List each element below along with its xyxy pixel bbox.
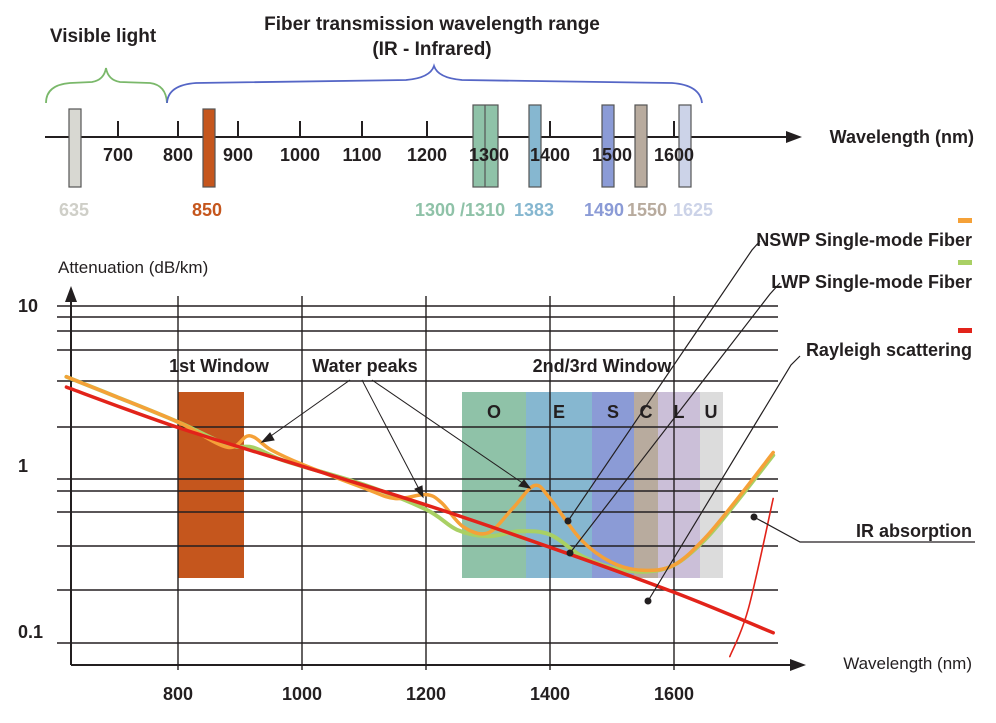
marker-1625-box: [678, 104, 692, 188]
y-tick-label: 0.1: [18, 622, 43, 642]
x-tick-labels: 800 1000 1200 1400 1600: [163, 684, 694, 704]
fiber-range-label: Fiber transmission wavelength range: [264, 14, 600, 35]
marker-label-1550: 1550: [627, 200, 667, 220]
spectrum-axis-arrow: [786, 131, 802, 143]
legend-label-rayleigh: Rayleigh scattering: [806, 340, 972, 360]
visible-light-label: Visible light: [50, 26, 157, 47]
marker-labels: 635 850 1300 /1310 1383 1490 1550 1625: [59, 200, 713, 220]
marker-1490-box: [601, 104, 615, 188]
spectrum-tick-labels: 700 800 900 1000 1100 1200 1300 1400 150…: [103, 145, 694, 165]
x-tick-label: 1000: [282, 684, 322, 704]
legend-swatch-nswp: [958, 218, 972, 223]
x-tick-label: 1400: [530, 684, 570, 704]
band-u-region: [700, 392, 723, 578]
legend-label-nswp: NSWP Single-mode Fiber: [756, 230, 972, 250]
band-label-u: U: [705, 402, 718, 422]
spectrum-tick-label: 1000: [280, 145, 320, 165]
y-tick-labels: 10 1 0.1: [18, 296, 43, 642]
band-c-region: [634, 392, 658, 578]
legend-leader-dots: [564, 513, 758, 605]
band-label-s: S: [607, 402, 619, 422]
spectrum-strip: Visible light Fiber transmission wavelen…: [45, 14, 974, 220]
x-tick-label: 800: [163, 684, 193, 704]
x-axis-title: Wavelength (nm): [843, 654, 972, 673]
visible-light-brace: [45, 67, 168, 104]
spectrum-tick-label: 800: [163, 145, 193, 165]
spectrum-tick-label: 1400: [530, 145, 570, 165]
spectrum-tick-label: 1200: [407, 145, 447, 165]
first-window-label: 1st Window: [169, 356, 270, 376]
y-axis-arrow: [65, 286, 77, 302]
marker-635-box: [68, 108, 82, 188]
marker-label-1490: 1490: [584, 200, 624, 220]
x-tick-label: 1600: [654, 684, 694, 704]
y-tick-label: 10: [18, 296, 38, 316]
x-axis-arrow: [790, 659, 806, 671]
marker-label-635: 635: [59, 200, 89, 220]
band-s-region: [592, 392, 634, 578]
series-layer: [64, 374, 776, 658]
marker-label-1300-1310: 1300 /1310: [415, 200, 505, 220]
second-third-window-label: 2nd/3rd Window: [533, 356, 673, 376]
legend: NSWP Single-mode Fiber LWP Single-mode F…: [756, 218, 972, 541]
water-peak-arrows: [260, 379, 532, 499]
nswp-fiber-curve: [64, 375, 775, 573]
band-l-region: [658, 392, 700, 578]
band-label-c: C: [640, 402, 653, 422]
band-labels: O E S C L U: [487, 402, 718, 422]
legend-swatch-lwp: [958, 260, 972, 265]
fiber-range-sublabel: (IR - Infrared): [372, 39, 491, 60]
marker-label-850: 850: [192, 200, 222, 220]
y-tick-label: 1: [18, 456, 28, 476]
water-peaks-label: Water peaks: [312, 356, 417, 376]
ir-absorption-curve: [729, 497, 774, 658]
spectrum-tick-label: 1100: [342, 145, 381, 165]
marker-1550-box: [634, 104, 648, 188]
legend-label-lwp: LWP Single-mode Fiber: [771, 272, 972, 292]
spectrum-tick-label: 1300: [469, 145, 509, 165]
band-o-region: [462, 392, 526, 578]
marker-1383-box: [528, 104, 542, 188]
x-tick-label: 1200: [406, 684, 446, 704]
spectrum-tick-label: 1500: [592, 145, 632, 165]
ir-absorption-label: IR absorption: [856, 521, 972, 541]
legend-leaders: [567, 240, 975, 602]
spectrum-tick-label: 1600: [654, 145, 694, 165]
spectrum-axis-label: Wavelength (nm): [830, 127, 974, 147]
legend-swatch-rayleigh: [958, 328, 972, 333]
spectrum-ticks: [117, 121, 675, 137]
band-label-e: E: [553, 402, 565, 422]
attenuation-chart: Attenuation (dB/km) Wavelength (nm) 10 1…: [18, 218, 975, 704]
marker-850-box: [202, 108, 216, 188]
first-window-region: [178, 392, 244, 578]
rayleigh-scattering-line: [64, 385, 775, 635]
band-label-o: O: [487, 402, 501, 422]
marker-label-1625: 1625: [673, 200, 713, 220]
spectrum-tick-label: 900: [223, 145, 253, 165]
marker-label-1383: 1383: [514, 200, 554, 220]
fiber-range-brace: [166, 63, 703, 104]
spectrum-tick-label: 700: [103, 145, 133, 165]
y-axis-title: Attenuation (dB/km): [58, 258, 208, 277]
